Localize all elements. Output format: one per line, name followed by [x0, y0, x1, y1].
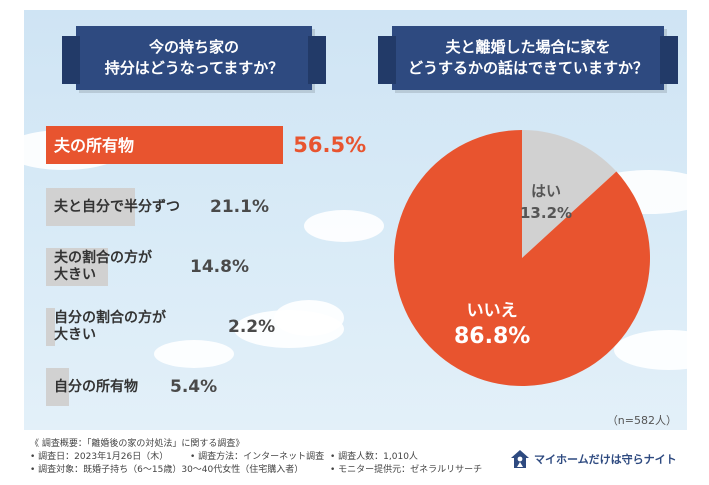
bar-row: 自分の割合の方が 大きい 2.2% [46, 308, 646, 346]
survey-count: • 調査人数：1,010人 [330, 452, 418, 462]
pie-slice [522, 130, 617, 258]
bar-row: 夫の所有物 56.5% [46, 126, 646, 164]
right-question-line2: どうするかの話はできていますか？ [407, 59, 648, 77]
bar-value-label: 14.8% [190, 257, 249, 277]
bar-row: 夫と自分で半分ずつ 21.1% [46, 188, 646, 226]
bar-row: 自分の所有物 5.4% [46, 368, 646, 406]
bar-value-label: 2.2% [228, 317, 276, 337]
bar-category-label: 自分の所有物 [54, 368, 138, 406]
bar [46, 126, 284, 164]
brand-logo: マイホームだけは守らナイト [510, 449, 677, 469]
right-question-banner: 夫と離婚した場合に家を どうするかの話はできていますか？ [378, 26, 678, 90]
bar-category-label-line: 大きい [54, 267, 96, 283]
bar-value-label: 56.5% [293, 133, 367, 157]
left-question-line1: 今の持ち家の [148, 38, 239, 56]
pie-label-no: いいえ 86.8% [454, 298, 530, 350]
bar-category-label-line: 自分の所有物 [54, 378, 138, 395]
bar-value-label: 5.4% [170, 377, 218, 397]
brand-name: マイホームだけは守らナイト [534, 453, 677, 466]
bar-category-label-line: 大きい [54, 327, 96, 343]
bar-category-label: 夫と自分で半分ずつ [54, 188, 180, 226]
divorce-discussion-pie-chart [394, 130, 650, 386]
bar [46, 308, 56, 346]
left-question-line2: 持分はどうなってますか？ [104, 59, 284, 77]
bar [46, 188, 135, 226]
pie-slice [394, 130, 650, 386]
sample-size-note: （n=582人） [606, 414, 677, 427]
bar [46, 248, 109, 286]
survey-date: • 調査日：2023年1月26日（木） [30, 452, 169, 462]
pie-label-no-value: 86.8% [454, 324, 531, 349]
cloud-decoration [274, 300, 344, 336]
right-question-line1: 夫と離婚した場合に家を [445, 38, 611, 56]
bar-category-label-line: 夫の割合の方が [54, 250, 152, 266]
pie-label-no-text: いいえ [466, 301, 518, 321]
pie-label-yes: はい 13.2% [520, 180, 572, 224]
bar-category-label: 夫の所有物 [54, 126, 134, 164]
bar-value-label: 21.1% [210, 197, 269, 217]
pie-label-yes-text: はい [531, 182, 562, 200]
cloud-decoration [304, 210, 384, 242]
survey-summary: 《 調査概要：「離婚後の家の対処法」に関する調査》 [30, 439, 245, 449]
cloud-decoration [154, 340, 234, 368]
survey-method: • 調査方法：インターネット調査 [190, 452, 325, 462]
pie-label-yes-value: 13.2% [520, 204, 573, 222]
bar-row: 夫の割合の方が 大きい 14.8% [46, 248, 646, 286]
survey-target: • 調査対象：既婚子持ち（6～15歳）30～40代女性（住宅購入者） [30, 465, 304, 475]
bar-category-label-line: 自分の割合の方が [54, 310, 166, 326]
bar-category-label: 夫の割合の方が 大きい [54, 248, 152, 286]
survey-footer: 《 調査概要：「離婚後の家の対処法」に関する調査》 • 調査日：2023年1月2… [30, 436, 690, 480]
infographic-panel: 今の持ち家の 持分はどうなってますか？ 夫と離婚した場合に家を どうするかの話は… [24, 10, 687, 430]
bar-category-label: 自分の割合の方が 大きい [54, 308, 166, 346]
house-person-icon [511, 450, 529, 468]
survey-provider: • モニター提供元：ゼネラルリサーチ [330, 465, 483, 475]
bar-category-label-line: 夫の所有物 [54, 135, 135, 155]
bar-category-label-line: 夫と自分で半分ずつ [54, 198, 180, 215]
bar [46, 368, 69, 406]
left-question-banner: 今の持ち家の 持分はどうなってますか？ [62, 26, 326, 90]
